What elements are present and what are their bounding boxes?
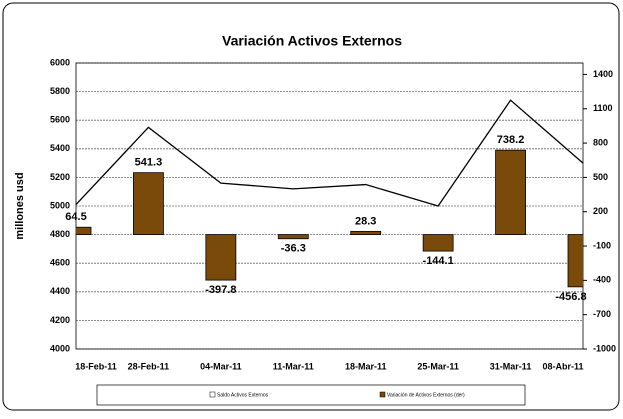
legend-swatch (209, 391, 216, 398)
y-tick-label: 4600 (50, 258, 70, 268)
legend (96, 384, 526, 406)
y-tick-label: 4000 (50, 343, 70, 353)
y-axis-label: millones usd (14, 172, 26, 239)
y-tick-label: 5000 (50, 200, 70, 210)
value-label: 28.3 (355, 215, 376, 227)
y-tick-label: 4200 (50, 315, 70, 325)
y2-tick-label: 200 (593, 206, 608, 216)
plot-border (75, 62, 584, 350)
y2-tick-label: 500 (593, 172, 608, 182)
y2-tick-label: -100 (593, 240, 611, 250)
y2-tick-label: 1400 (593, 69, 613, 79)
bar (567, 234, 583, 288)
y-tick-label: 5400 (50, 143, 70, 153)
y2-tick-label: -700 (593, 309, 611, 319)
y-tick-label: 4800 (50, 229, 70, 239)
bar (422, 234, 454, 252)
y-tick-label: 4400 (50, 286, 70, 296)
frame (2, 2, 620, 411)
bar (76, 226, 92, 236)
value-label: 64.5 (65, 211, 86, 223)
bar (133, 172, 164, 235)
y2-tick-label: -1000 (593, 343, 616, 353)
x-tick-label: 31-Mar-11 (490, 361, 532, 371)
y-tick-label: 6000 (50, 57, 70, 67)
bar (495, 149, 526, 235)
y-tick-label: 5200 (50, 172, 70, 182)
legend-label: Saldo Activos Externos (217, 392, 269, 398)
y-tick-label: 5800 (50, 86, 70, 96)
legend-label: Variación de Activos Externos (der) (387, 392, 465, 398)
line (75, 99, 584, 207)
legend-swatch (379, 391, 386, 398)
value-label: -36.3 (281, 243, 306, 255)
x-tick-label: 28-Feb-11 (128, 361, 170, 371)
bar (205, 234, 237, 281)
y2-tick-label: 800 (593, 137, 608, 147)
value-label: 541.3 (135, 157, 163, 169)
value-label: -456.8 (555, 291, 586, 303)
x-tick-label: 18-Feb-11 (75, 361, 117, 371)
value-label: 738.2 (497, 134, 525, 146)
bar (350, 230, 382, 235)
value-label: -144.1 (423, 255, 454, 267)
chart-title: Variación Activos Externos (222, 33, 402, 49)
x-tick-label: 04-Mar-11 (200, 361, 242, 371)
bar (277, 234, 309, 240)
y-tick-label: 5600 (50, 115, 70, 125)
x-tick-label: 11-Mar-11 (273, 361, 314, 371)
plot-clip (76, 149, 583, 288)
x-tick-label: 18-Mar-11 (345, 361, 387, 371)
value-label: -397.8 (205, 284, 236, 296)
y2-tick-label: -400 (593, 275, 611, 285)
y2-tick-label: 1100 (593, 103, 613, 113)
x-tick-label: 25-Mar-11 (417, 361, 459, 371)
x-tick-label: 08-Abr-11 (542, 361, 583, 371)
